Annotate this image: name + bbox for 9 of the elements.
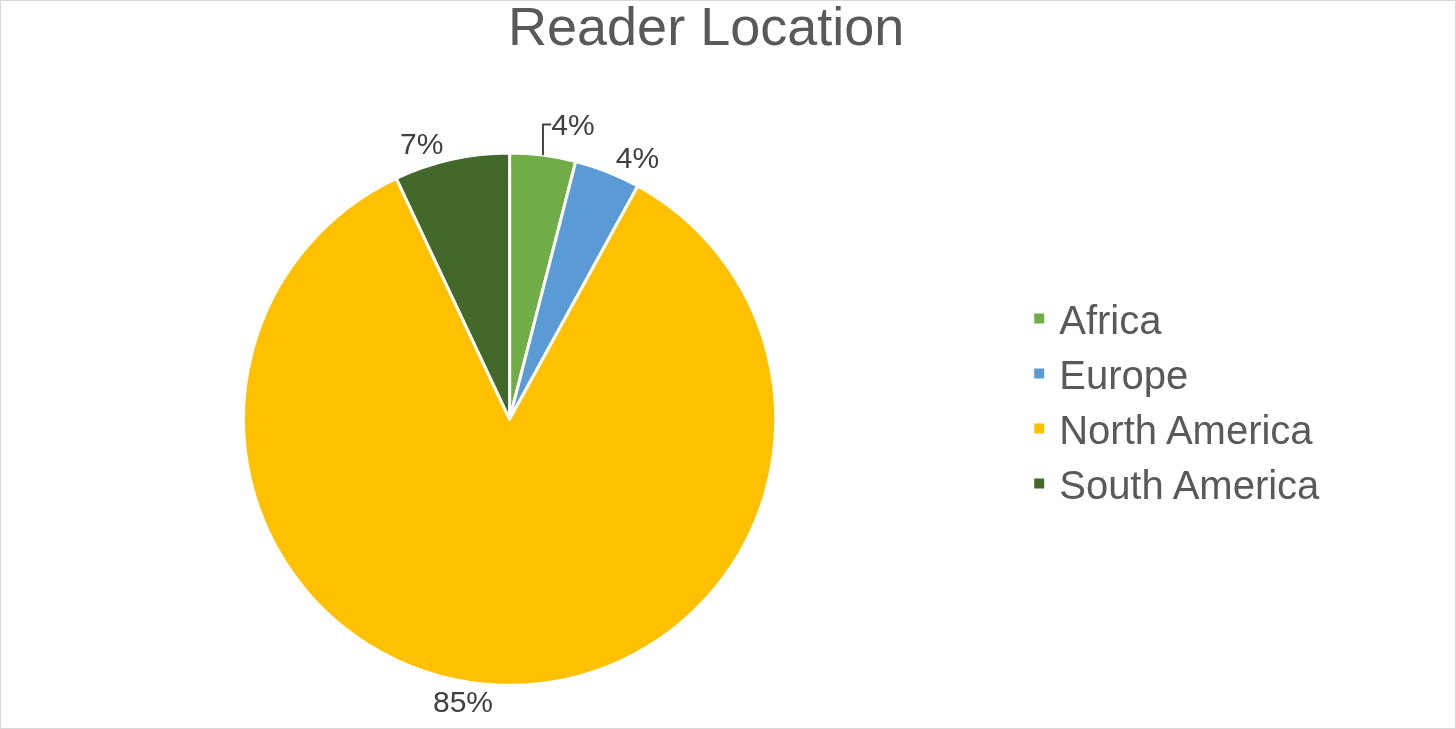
legend-label: North America	[1059, 408, 1314, 453]
data-label: 4%	[615, 141, 660, 175]
legend-label: Africa	[1059, 298, 1163, 343]
data-label: 85%	[432, 685, 493, 719]
legend-label: South America	[1059, 463, 1321, 508]
data-label: 4%	[551, 108, 595, 142]
chart-title: Reader Location	[508, 0, 905, 57]
legend-label: Europe	[1059, 353, 1189, 398]
data-label: 7%	[399, 127, 444, 161]
